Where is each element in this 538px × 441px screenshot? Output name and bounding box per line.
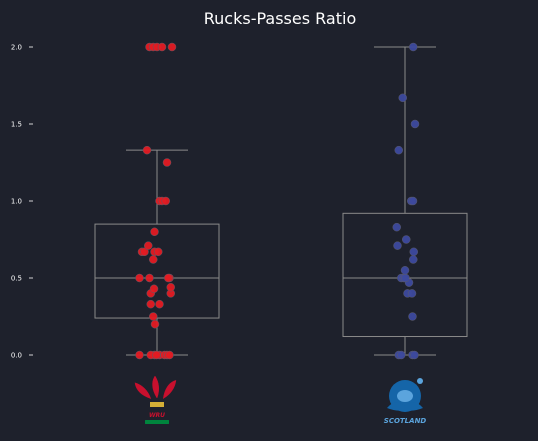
data-point [146,299,155,309]
data-point [409,247,418,257]
feather-icon [152,375,159,399]
data-point [157,42,167,52]
feathers-icon [134,375,177,407]
data-point [164,273,173,283]
data-point [393,241,402,250]
y-tick-label: 0.5 [11,275,22,283]
data-point [165,350,174,360]
data-point [410,350,419,360]
data-point [149,312,158,321]
y-tick-label: 1.0 [11,198,22,206]
data-point [167,42,177,52]
data-point [140,247,149,257]
data-point [166,282,175,292]
data-point [401,273,410,283]
data-point [154,247,163,257]
data-point [392,222,401,232]
y-tick-label: 1.5 [11,121,22,129]
box-plot-2 [342,46,468,356]
thistle-leaves-icon [387,402,423,411]
data-point [144,241,153,250]
coronet-icon [150,402,164,407]
data-point [150,319,160,329]
data-point [162,158,172,167]
data-point [142,145,152,155]
y-tick-label: 2.0 [11,44,22,52]
data-point [408,312,417,321]
y-tick-label: 0.0 [11,352,22,360]
crown-icon [417,378,423,384]
data-point [152,350,161,360]
data-point [135,350,144,360]
data-point [410,119,420,129]
wales-feathers-logo: WRU [134,375,177,424]
data-point [402,235,411,244]
thistle-head-icon [397,390,413,402]
scotland-thistle-logo: SCOTLAND [384,378,427,425]
data-points [135,42,420,360]
scotland-logo-caption: SCOTLAND [384,417,427,425]
data-point [409,255,418,264]
data-point [149,255,158,264]
feather-icon [162,379,177,399]
wales-logo-banner [145,420,169,424]
iqr-box [342,212,468,338]
data-point [394,145,403,155]
data-point [155,299,164,309]
feather-icon [134,382,152,399]
data-point [400,266,410,275]
wales-logo-caption: WRU [149,412,165,419]
chart-title: Rucks-Passes Ratio [204,9,356,28]
data-point [149,284,159,294]
data-point [407,289,417,298]
data-point [161,196,170,206]
data-point [408,196,418,206]
data-point [150,227,159,237]
data-point [398,93,407,103]
data-point [135,273,144,283]
data-point [397,350,406,360]
y-axis: 0.0 0.5 1.0 1.5 2.0 [11,44,33,360]
data-point [145,273,154,283]
data-point [409,42,418,52]
